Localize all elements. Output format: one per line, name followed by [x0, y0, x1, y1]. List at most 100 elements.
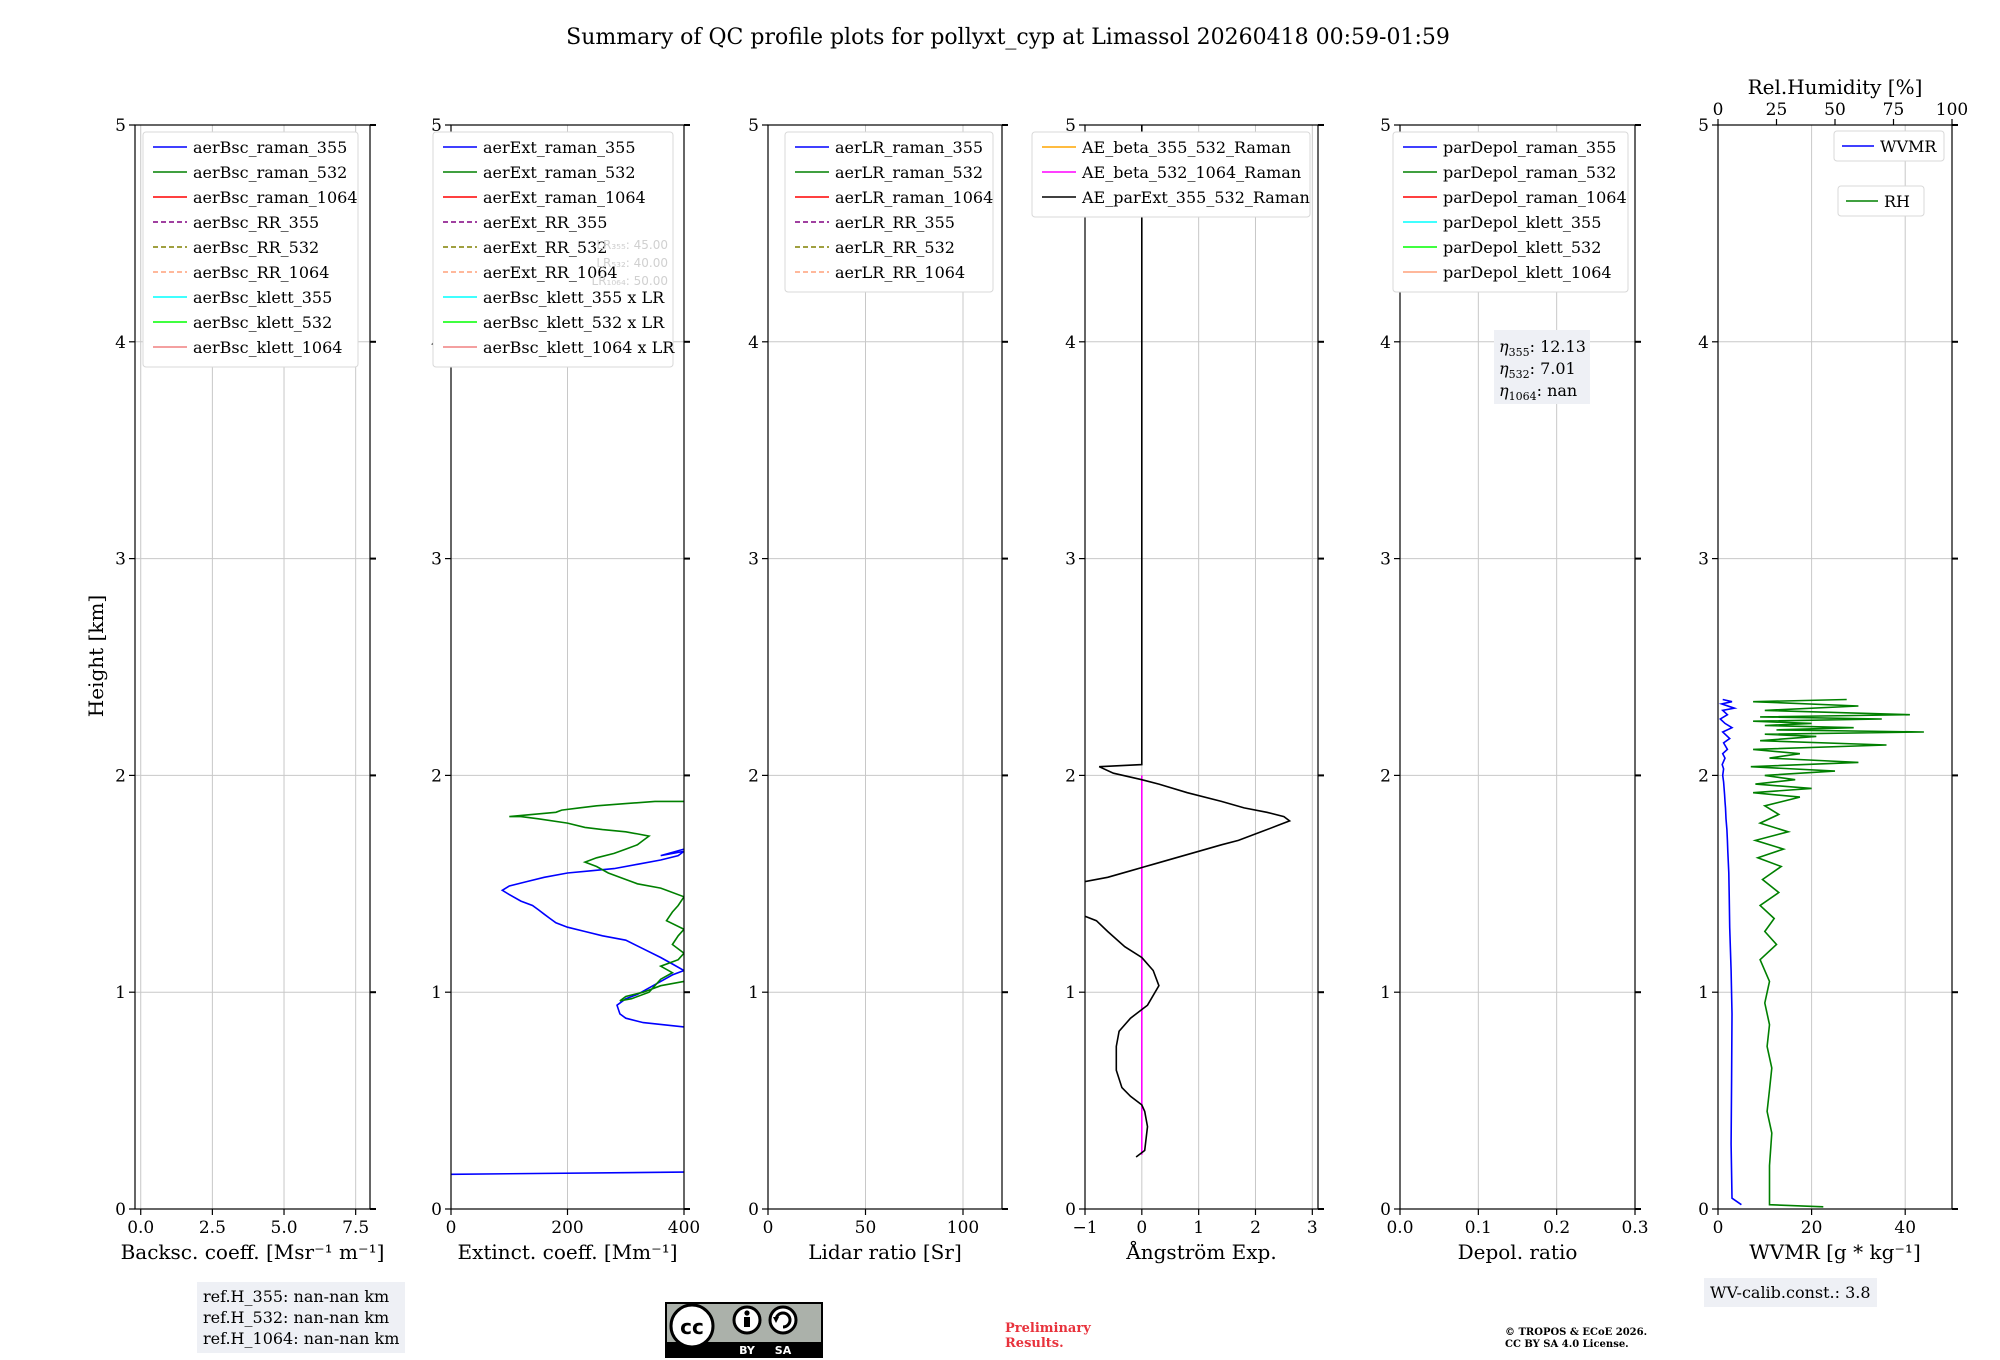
series-line-aerExt_raman_355 [500, 848, 684, 1028]
legend-label: aerLR_raman_355 [835, 138, 983, 157]
y-tick-label: 5 [1698, 116, 1709, 136]
axes-frame [1717, 124, 1953, 1210]
top-x-tick-label: 25 [1766, 100, 1788, 120]
panel-ext: 0200400012345Extinct. coeff. [Mm⁻¹]aerEx… [431, 116, 700, 1264]
axes-frame [767, 124, 1003, 1210]
y-tick-label: 2 [1380, 766, 1391, 786]
axes-frame [1084, 124, 1319, 1210]
axes-frame [1399, 124, 1636, 1210]
lr-annotation: LR₁₀₆₄: 50.00 [592, 274, 668, 288]
x-tick-label: 1 [1193, 1218, 1204, 1238]
legend-label: aerBsc_raman_1064 [193, 188, 358, 207]
x-tick-label: 2 [1250, 1218, 1261, 1238]
legend-label: aerExt_RR_1064 [483, 263, 618, 282]
legend-label: parDepol_klett_532 [1443, 238, 1601, 257]
y-tick-label: 2 [748, 766, 759, 786]
x-axis-label: WVMR [g * kg⁻¹] [1749, 1240, 1921, 1264]
copyright-note: © TROPOS & ECoE 2026. CC BY SA 4.0 Licen… [1505, 1327, 1647, 1351]
top-x-tick-label: 0 [1713, 100, 1724, 120]
legend-label: parDepol_raman_1064 [1443, 188, 1627, 207]
legend-label: parDepol_klett_1064 [1443, 263, 1612, 282]
y-tick-label: 0 [748, 1200, 759, 1220]
legend-box-rh [1837, 185, 1925, 217]
figure-title: Summary of QC profile plots for pollyxt_… [566, 25, 1450, 50]
y-tick-label: 5 [1065, 116, 1076, 136]
y-tick-label: 5 [431, 116, 442, 136]
x-axis-label: Lidar ratio [Sr] [808, 1240, 962, 1264]
legend-label: aerBsc_RR_1064 [193, 263, 329, 282]
y-tick-label: 1 [1698, 983, 1709, 1003]
ref-height-box: ref.H_355: nan-nan km ref.H_532: nan-nan… [197, 1282, 406, 1353]
x-tick-label: 400 [668, 1218, 700, 1238]
axes-frame [134, 124, 371, 1210]
y-tick-label: 0 [431, 1200, 442, 1220]
legend-label: aerBsc_raman_532 [193, 163, 347, 182]
eta-annotation-line: η1064: nan [1499, 381, 1577, 403]
lr-annotation: LR₅₃₂: 40.00 [596, 256, 668, 270]
legend-label: aerBsc_klett_532 [193, 313, 332, 332]
y-tick-label: 3 [1065, 550, 1076, 570]
y-tick-label: 0 [115, 1200, 126, 1220]
x-axis-label: Ångström Exp. [1125, 1239, 1276, 1264]
series-line-RH [1750, 698, 1924, 1208]
x-tick-label: 3 [1307, 1218, 1318, 1238]
legend-box [1031, 131, 1311, 218]
top-x-tick-label: 50 [1824, 100, 1846, 120]
x-tick-label: −1 [1072, 1218, 1097, 1238]
preliminary-results-note: Preliminary Results. [1005, 1321, 1091, 1351]
legend-label: aerBsc_klett_355 x LR [483, 288, 665, 307]
legend-label: aerExt_raman_532 [483, 163, 636, 182]
x-tick-label: 0.0 [1386, 1218, 1413, 1238]
series-line-AE_parExt_355_532_Raman_upper [1085, 125, 1292, 883]
y-tick-label: 1 [431, 983, 442, 1003]
y-tick-label: 5 [1380, 116, 1391, 136]
cc-icon-text: cc [680, 1315, 704, 1339]
preliminary-line-2: Results. [1005, 1336, 1064, 1351]
y-tick-label: 3 [431, 550, 442, 570]
legend-label: aerLR_raman_532 [835, 163, 983, 182]
y-tick-label: 3 [115, 550, 126, 570]
x-tick-label: 0 [446, 1218, 457, 1238]
y-tick-label: 5 [748, 116, 759, 136]
panel-wv: 0 20 40 0 1 2 3 4 5 WVMR [g * kg⁻¹] Rel.Humidity [… [1698, 75, 1968, 1264]
x-tick-label: 40 [1894, 1218, 1916, 1238]
legend-label: aerBsc_klett_532 x LR [483, 313, 665, 332]
top-x-tick-label: 100 [1936, 100, 1968, 120]
y-tick-label: 4 [1065, 333, 1076, 353]
panel-lr: 0 50 100 0 1 2 3 4 5 Lidar ratio [Sr] aerLR_raman_… [748, 116, 1008, 1264]
x-tick-label: 200 [551, 1218, 583, 1238]
y-tick-label: 1 [115, 983, 126, 1003]
x-tick-label: 50 [855, 1218, 877, 1238]
legend-box [1392, 131, 1629, 293]
sa-share-icon [768, 1305, 798, 1335]
legend-label: aerExt_RR_355 [483, 213, 607, 232]
legend-label: aerBsc_RR_532 [193, 238, 319, 257]
series-line-aerExt_raman_532 [509, 800, 684, 1002]
x-tick-label: 2.5 [199, 1218, 226, 1238]
legend-label-wvmr: WVMR [1880, 137, 1937, 156]
cc-icon [669, 1303, 715, 1349]
y-tick-label: 2 [1065, 766, 1076, 786]
series-line-AE_parExt_355_532_Raman [1085, 915, 1160, 1158]
panel-depol: 0.0 0.1 0.2 0.3 0 1 2 3 4 5 Depol. ratio parDepol_r… [1380, 116, 1648, 1264]
y-axis-label: Height [km] [84, 595, 108, 717]
x-tick-label: 7.5 [342, 1218, 369, 1238]
y-tick-label: 1 [748, 983, 759, 1003]
legend-label: aerLR_RR_355 [835, 213, 955, 232]
y-tick-label: 3 [1380, 550, 1391, 570]
y-tick-label: 1 [1065, 983, 1076, 1003]
y-tick-label: 3 [1698, 550, 1709, 570]
panels: 0.0 2.5 5.0 7.5 0 1 2 3 4 5 Backsc. coeff. [Msr⁻¹ … [115, 75, 1968, 1264]
x-tick-label: 0 [1136, 1218, 1147, 1238]
x-axis-label: Depol. ratio [1458, 1240, 1578, 1264]
panel-bsc: 0.0 2.5 5.0 7.5 0 1 2 3 4 5 Backsc. coeff. [Msr⁻¹ … [115, 116, 384, 1264]
y-tick-label: 2 [431, 766, 442, 786]
legend-label: aerExt_raman_355 [483, 138, 636, 157]
legend-label: aerBsc_raman_355 [193, 138, 347, 157]
legend-label: aerBsc_klett_1064 [193, 338, 342, 357]
legend-label: aerLR_RR_532 [835, 238, 955, 257]
x-tick-label: 0.2 [1543, 1218, 1570, 1238]
legend-label: AE_beta_532_1064_Raman [1081, 163, 1301, 182]
legend-label: aerBsc_RR_355 [193, 213, 319, 232]
y-tick-label: 3 [748, 550, 759, 570]
